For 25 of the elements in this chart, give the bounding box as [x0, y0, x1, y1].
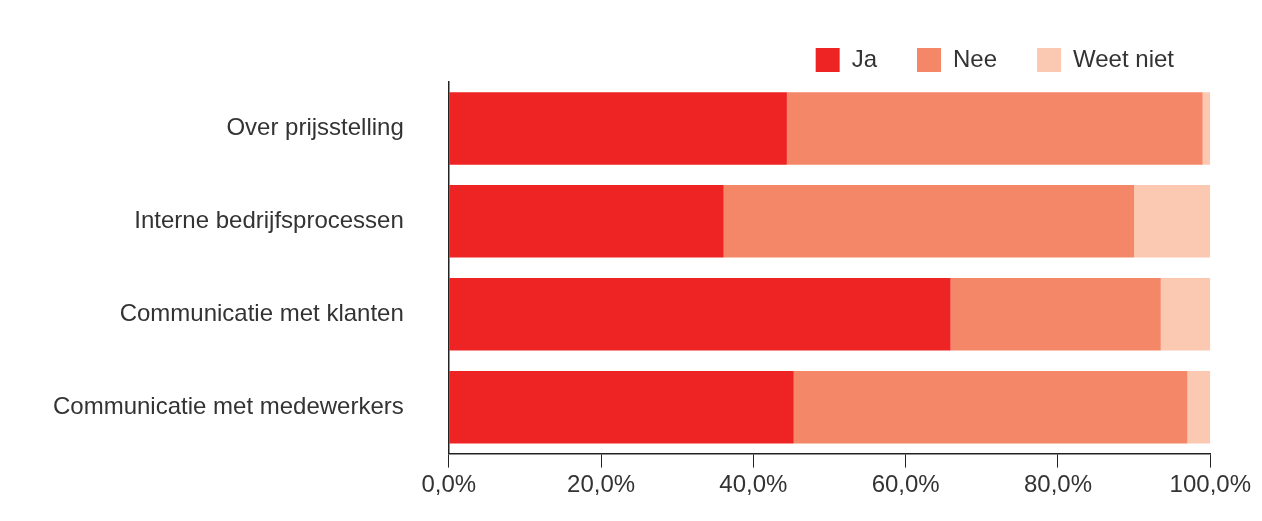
y-tick-label: Communicatie met medewerkers	[53, 391, 404, 419]
x-tick-label: 40,0%	[719, 469, 788, 497]
x-tick-label: 0,0%	[421, 469, 477, 497]
bar	[1202, 92, 1211, 165]
bar	[449, 278, 951, 351]
x-tick-label: 20,0%	[567, 469, 636, 497]
x-tick-label: 80,0%	[1023, 469, 1093, 497]
legend-label: Ja	[851, 44, 878, 72]
bar	[449, 370, 794, 444]
bar	[950, 278, 1161, 351]
bar	[723, 185, 1135, 258]
x-tick-label: 60,0%	[871, 469, 940, 497]
bar	[449, 92, 787, 165]
bar	[793, 370, 1188, 444]
y-tick-label: Over prijsstelling	[226, 113, 404, 141]
y-tick-label: Interne bedrijfsprocessen	[134, 205, 404, 233]
bar	[1134, 185, 1211, 258]
y-tick-label: Communicatie met klanten	[119, 298, 404, 326]
bar	[449, 185, 724, 258]
legend-label: Weet niet	[1073, 44, 1175, 72]
bar	[786, 92, 1203, 165]
legend-label: Nee	[953, 44, 998, 72]
x-tick-label: 100,0%	[1169, 469, 1251, 497]
bar	[1160, 278, 1211, 351]
bar	[1187, 370, 1211, 444]
